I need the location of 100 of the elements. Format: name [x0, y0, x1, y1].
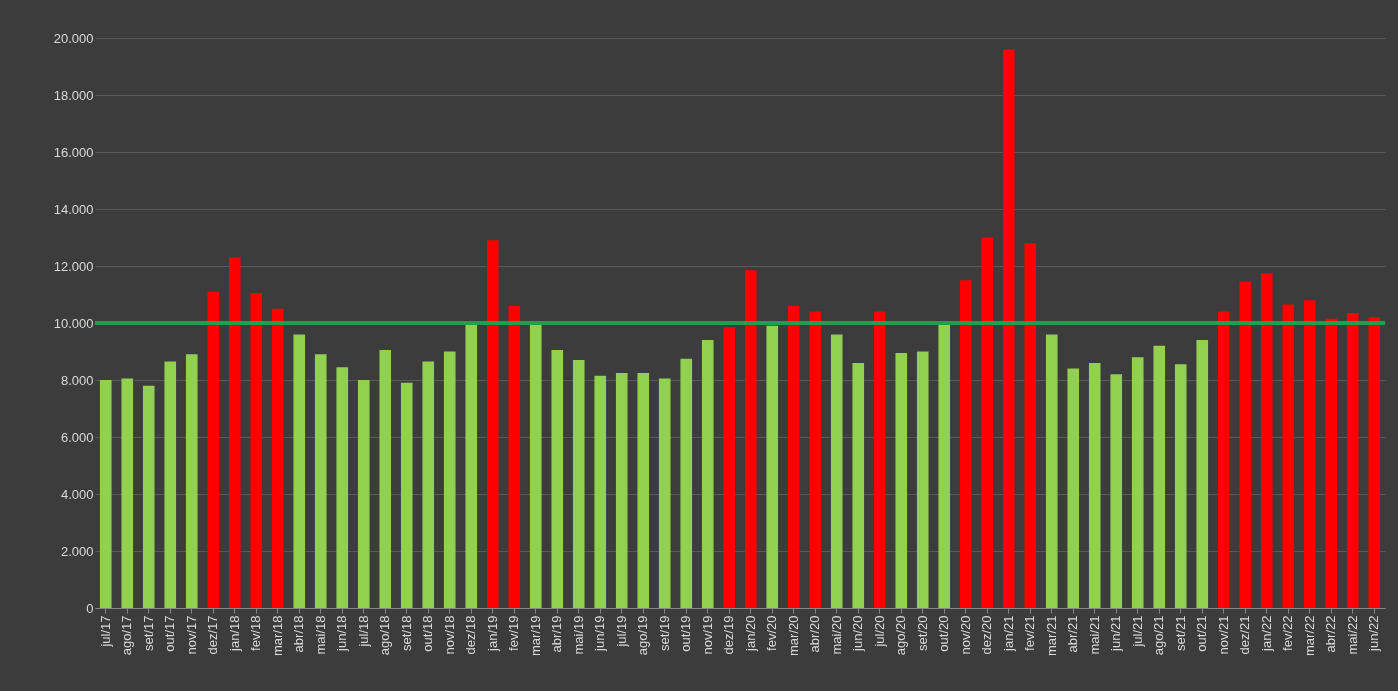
- bar: [164, 361, 177, 608]
- bar: [1303, 300, 1316, 608]
- x-tick-label: jul/18: [355, 615, 371, 648]
- bar: [1110, 374, 1123, 608]
- x-tick-label: jun/21: [1108, 615, 1124, 652]
- x-tick-label: mar/18: [269, 615, 285, 656]
- bar: [1002, 49, 1015, 608]
- x-tick-label: jul/21: [1129, 615, 1145, 648]
- x-tick-label: set/21: [1172, 615, 1188, 651]
- x-tick-label: mai/20: [828, 615, 844, 655]
- x-tick-label: out/17: [162, 615, 178, 652]
- x-tick-label: abr/18: [291, 615, 307, 653]
- y-tick-label: 16.000: [53, 144, 94, 160]
- bar: [1067, 368, 1080, 608]
- bar: [465, 324, 478, 608]
- x-tick-label: ago/20: [893, 615, 909, 656]
- x-tick-label: mai/21: [1086, 615, 1102, 655]
- x-tick-label: jan/21: [1000, 615, 1016, 652]
- bar: [787, 305, 800, 608]
- x-tick-label: mar/19: [527, 615, 543, 656]
- bar: [99, 380, 112, 608]
- bar: [486, 240, 499, 608]
- bar: [594, 375, 607, 608]
- bar: [443, 351, 456, 608]
- bar: [916, 351, 929, 608]
- x-tick-label: out/20: [936, 615, 952, 652]
- bar: [293, 334, 306, 608]
- bar: [1325, 318, 1338, 608]
- y-tick-label: 12.000: [53, 258, 94, 274]
- x-tick-label: ago/17: [119, 615, 135, 656]
- bar: [400, 382, 413, 608]
- bar: [142, 385, 155, 608]
- x-tick-label: mai/22: [1344, 615, 1360, 655]
- y-tick-label: 0: [86, 600, 94, 616]
- x-tick-label: jan/18: [226, 615, 242, 652]
- bar: [314, 354, 327, 608]
- x-tick-label: set/18: [398, 615, 414, 651]
- x-tick-label: jul/17: [97, 615, 113, 648]
- x-tick-label: jun/22: [1366, 615, 1382, 652]
- x-tick-label: mar/22: [1301, 615, 1317, 656]
- bar: [228, 257, 241, 608]
- x-tick-label: ago/21: [1151, 615, 1167, 656]
- bar: [981, 237, 994, 608]
- bar: [1217, 311, 1230, 608]
- x-tick-label: abr/21: [1065, 615, 1081, 653]
- x-tick-label: abr/19: [549, 615, 565, 653]
- x-tick-label: ago/18: [377, 615, 393, 656]
- bar: [336, 367, 349, 608]
- x-tick-label: jan/20: [742, 615, 758, 652]
- x-tick-label: fev/21: [1022, 615, 1038, 651]
- x-tick-label: out/21: [1194, 615, 1210, 652]
- x-tick-label: mai/19: [570, 615, 586, 655]
- bar: [121, 378, 134, 608]
- x-tick-label: nov/18: [441, 615, 457, 655]
- x-tick-label: set/20: [914, 615, 930, 651]
- bar: [723, 327, 736, 608]
- x-tick-label: nov/21: [1215, 615, 1231, 655]
- bar: [1260, 273, 1273, 608]
- y-tick-label: 14.000: [53, 201, 94, 217]
- x-tick-label: jun/20: [850, 615, 866, 652]
- x-tick-label: fev/22: [1280, 615, 1296, 651]
- bar: [1088, 362, 1101, 608]
- bar: [1153, 345, 1166, 608]
- bar: [551, 350, 564, 608]
- bar: [572, 360, 585, 608]
- x-tick-label: mar/21: [1043, 615, 1059, 656]
- bar: [1024, 243, 1037, 608]
- x-tick-label: jul/19: [613, 615, 629, 648]
- bar: [379, 350, 392, 608]
- x-tick-label: abr/20: [807, 615, 823, 653]
- y-tick-label: 20.000: [53, 30, 94, 46]
- bar: [895, 352, 908, 608]
- bar: [250, 293, 263, 608]
- x-tick-label: jun/19: [592, 615, 608, 652]
- bar: [873, 311, 886, 608]
- y-tick-label: 2.000: [60, 543, 94, 559]
- bar: [1282, 304, 1295, 608]
- x-tick-label: out/19: [678, 615, 694, 652]
- y-tick-label: 6.000: [60, 429, 94, 445]
- x-tick-label: set/17: [140, 615, 156, 651]
- x-tick-label: fev/20: [764, 615, 780, 651]
- bar: [207, 291, 220, 608]
- bar: [809, 311, 822, 608]
- x-tick-label: jan/22: [1258, 615, 1274, 652]
- x-tick-label: out/18: [420, 615, 436, 652]
- bar: [938, 324, 951, 608]
- bar: [1368, 317, 1381, 608]
- x-tick-label: jun/18: [334, 615, 350, 652]
- x-tick-label: nov/20: [957, 615, 973, 655]
- bar: [680, 358, 693, 608]
- bar: [615, 372, 628, 608]
- bar: [830, 334, 843, 608]
- bar: [852, 362, 865, 608]
- bar: [1174, 364, 1187, 608]
- y-tick-label: 10.000: [53, 315, 94, 331]
- x-tick-label: set/19: [656, 615, 672, 651]
- x-tick-label: fev/19: [506, 615, 522, 651]
- bar: [1239, 281, 1252, 608]
- x-tick-label: mai/18: [312, 615, 328, 655]
- bar: [357, 380, 370, 608]
